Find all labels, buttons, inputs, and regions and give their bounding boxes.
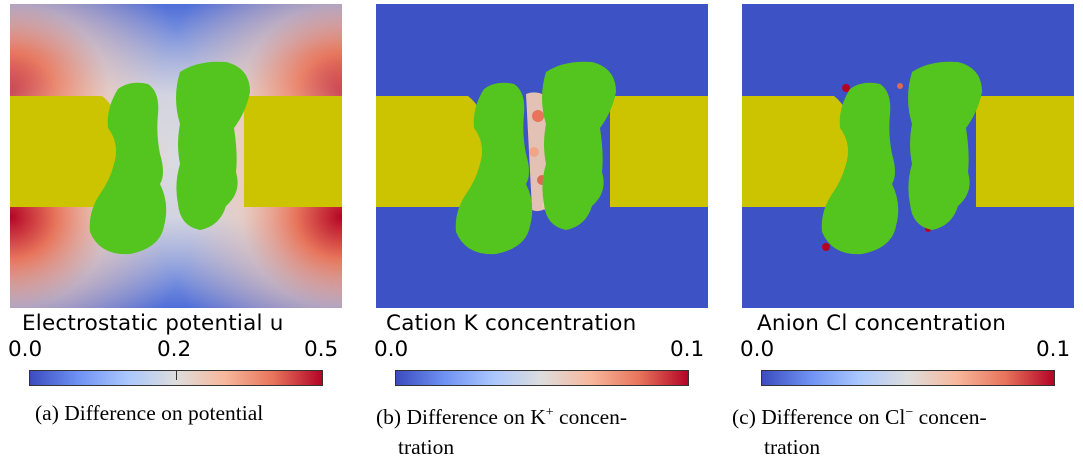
caption-label: (a) — [35, 401, 59, 425]
protein-left — [455, 82, 533, 255]
colorbar-title: Anion Cl concentration — [757, 311, 1007, 336]
caption-b: (b) Difference on K+ concen- tration — [376, 398, 726, 462]
hot-spot — [532, 110, 544, 122]
cation-plot — [376, 4, 708, 308]
caption-text: Difference on potential — [64, 401, 264, 425]
caption-superscript: − — [905, 405, 914, 420]
colorbar — [29, 370, 323, 386]
caption-text: Difference on K — [406, 405, 546, 430]
colorbar-title: Electrostatic potential u — [22, 311, 284, 336]
caption-text-cont: concen- — [918, 405, 987, 430]
colorbar — [761, 370, 1055, 386]
caption-label: (b) — [376, 405, 402, 430]
panel-c: Anion Cl concentration 0.0 0.1 (c) Diffe… — [732, 0, 1083, 463]
colorbar-tick-max: 0.1 — [670, 337, 705, 362]
protein-left — [821, 82, 899, 255]
caption-line2: tration — [764, 435, 821, 460]
caption-text-cont: concen- — [559, 405, 628, 430]
caption-label: (c) — [732, 405, 756, 430]
caption-a: (a) Difference on potential — [35, 398, 263, 428]
protein-right — [542, 61, 616, 230]
protein-left — [89, 82, 167, 255]
potential-plot — [10, 4, 342, 308]
colorbar — [395, 370, 689, 386]
colorbar-tick-mid: 0.2 — [157, 337, 192, 362]
hot-spot — [897, 83, 903, 89]
colorbar-tick-max: 0.5 — [304, 337, 339, 362]
colorbar-tick-min: 0.0 — [374, 337, 409, 362]
anion-plot — [742, 4, 1074, 308]
colorbar-title: Cation K concentration — [386, 311, 637, 336]
hot-spot — [529, 147, 539, 157]
colorbar-mid-mark — [176, 370, 177, 380]
colorbar-tick-min: 0.0 — [8, 337, 43, 362]
membrane — [742, 96, 1074, 207]
hot-spot — [822, 243, 830, 251]
panel-a: Electrostatic potential u 0.0 0.2 0.5 (a… — [0, 0, 362, 463]
membrane — [10, 96, 342, 207]
panel-b: Cation K concentration 0.0 0.1 (b) Diffe… — [366, 0, 728, 463]
colorbar-tick-min: 0.0 — [740, 337, 775, 362]
membrane — [376, 96, 708, 207]
protein-right — [908, 61, 982, 230]
caption-superscript: + — [545, 405, 554, 420]
caption-c: (c) Difference on Cl− concen- tration — [732, 398, 1082, 462]
caption-text: Difference on Cl — [761, 405, 906, 430]
hot-spot — [842, 84, 850, 92]
colorbar-tick-max: 0.1 — [1036, 337, 1071, 362]
caption-line2: tration — [398, 435, 455, 460]
protein-right — [176, 61, 250, 230]
